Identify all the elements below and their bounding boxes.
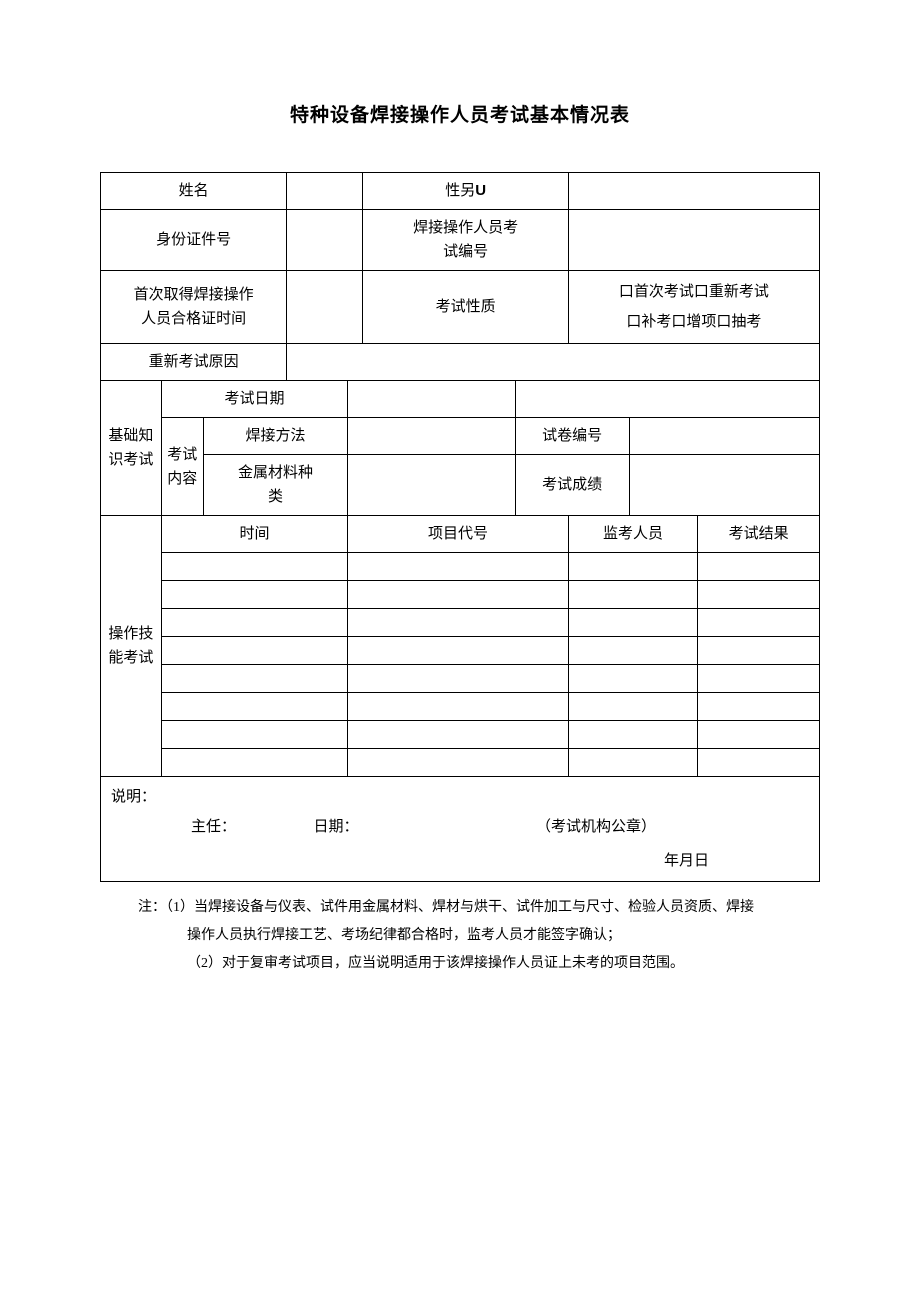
skill-row-code[interactable]	[348, 693, 569, 721]
skill-row-time[interactable]	[161, 553, 347, 581]
field-name[interactable]	[287, 173, 363, 210]
field-exam-type[interactable]: 口首次考试口重新考试口补考口增项口抽考	[568, 271, 819, 344]
skill-row-inv[interactable]	[568, 721, 697, 749]
skill-row-code[interactable]	[348, 553, 569, 581]
label-director: 主任：	[191, 819, 236, 835]
skill-row-res[interactable]	[698, 665, 820, 693]
footnote-2: （2）对于复审考试项目，应当说明适用于该焊接操作人员证上未考的项目范围。	[110, 950, 810, 978]
label-exam-result: 考试结果	[698, 516, 820, 553]
label-metal-type: 金属材料种类	[203, 455, 348, 516]
field-exam-number[interactable]	[568, 210, 819, 271]
skill-row-code[interactable]	[348, 665, 569, 693]
skill-row-inv[interactable]	[568, 693, 697, 721]
notes-label: 说明：	[111, 785, 809, 809]
label-exam-nature: 考试性质	[363, 271, 568, 344]
field-first-cert[interactable]	[287, 271, 363, 344]
label-exam-score: 考试成绩	[515, 455, 629, 516]
label-id-number: 身份证件号	[101, 210, 287, 271]
label-exam-date: 考试日期	[161, 381, 347, 418]
label-project-code: 项目代号	[348, 516, 569, 553]
label-stamp: （考试机构公章）	[536, 819, 656, 835]
skill-row-inv[interactable]	[568, 553, 697, 581]
skill-row-code[interactable]	[348, 637, 569, 665]
skill-row-time[interactable]	[161, 665, 347, 693]
skill-row-time[interactable]	[161, 749, 347, 777]
field-gender[interactable]	[568, 173, 819, 210]
field-exam-date-extra[interactable]	[515, 381, 819, 418]
label-first-cert: 首次取得焊接操作人员合格证时间	[101, 271, 287, 344]
footnote-1: 注：（1）当焊接设备与仪表、试件用金属材料、焊材与烘干、试件加工与尺寸、检验人员…	[110, 894, 810, 922]
label-name: 姓名	[101, 173, 287, 210]
label-invigilator: 监考人员	[568, 516, 697, 553]
field-id-number[interactable]	[287, 210, 363, 271]
label-gender: 性另U	[363, 173, 568, 210]
skill-row-code[interactable]	[348, 581, 569, 609]
footnotes: 注：（1）当焊接设备与仪表、试件用金属材料、焊材与烘干、试件加工与尺寸、检验人员…	[100, 894, 820, 978]
field-metal-type[interactable]	[348, 455, 515, 516]
label-paper-number: 试卷编号	[515, 418, 629, 455]
label-basic-knowledge: 基础知识考试	[101, 381, 162, 516]
field-exam-score[interactable]	[629, 455, 819, 516]
label-skill-exam: 操作技能考试	[101, 516, 162, 777]
skill-row-code[interactable]	[348, 749, 569, 777]
label-ymd: 年月日	[111, 849, 809, 873]
skill-row-code[interactable]	[348, 609, 569, 637]
skill-row-time[interactable]	[161, 581, 347, 609]
skill-row-res[interactable]	[698, 693, 820, 721]
notes-section: 说明： 主任： 日期： （考试机构公章） 年月日	[101, 777, 820, 882]
skill-row-code[interactable]	[348, 721, 569, 749]
label-time: 时间	[161, 516, 347, 553]
document-title: 特种设备焊接操作人员考试基本情况表	[100, 100, 820, 127]
skill-row-res[interactable]	[698, 581, 820, 609]
skill-row-inv[interactable]	[568, 637, 697, 665]
skill-row-res[interactable]	[698, 749, 820, 777]
skill-row-res[interactable]	[698, 553, 820, 581]
main-table: 姓名 性另U 身份证件号 焊接操作人员考试编号 首次取得焊接操作人员合格证时间 …	[100, 172, 820, 882]
skill-row-inv[interactable]	[568, 665, 697, 693]
skill-row-res[interactable]	[698, 721, 820, 749]
skill-row-time[interactable]	[161, 609, 347, 637]
label-date: 日期：	[314, 819, 359, 835]
skill-row-inv[interactable]	[568, 749, 697, 777]
label-exam-content: 考试内容	[161, 418, 203, 516]
field-weld-method[interactable]	[348, 418, 515, 455]
skill-row-res[interactable]	[698, 637, 820, 665]
field-exam-date[interactable]	[348, 381, 515, 418]
label-exam-number: 焊接操作人员考试编号	[363, 210, 568, 271]
skill-row-time[interactable]	[161, 637, 347, 665]
skill-row-time[interactable]	[161, 693, 347, 721]
skill-row-inv[interactable]	[568, 609, 697, 637]
field-paper-number[interactable]	[629, 418, 819, 455]
label-retest-reason: 重新考试原因	[101, 344, 287, 381]
footnote-1b: 操作人员执行焊接工艺、考场纪律都合格时，监考人员才能签字确认；	[110, 922, 810, 950]
field-retest-reason[interactable]	[287, 344, 820, 381]
skill-row-res[interactable]	[698, 609, 820, 637]
skill-row-time[interactable]	[161, 721, 347, 749]
label-weld-method: 焊接方法	[203, 418, 348, 455]
skill-row-inv[interactable]	[568, 581, 697, 609]
